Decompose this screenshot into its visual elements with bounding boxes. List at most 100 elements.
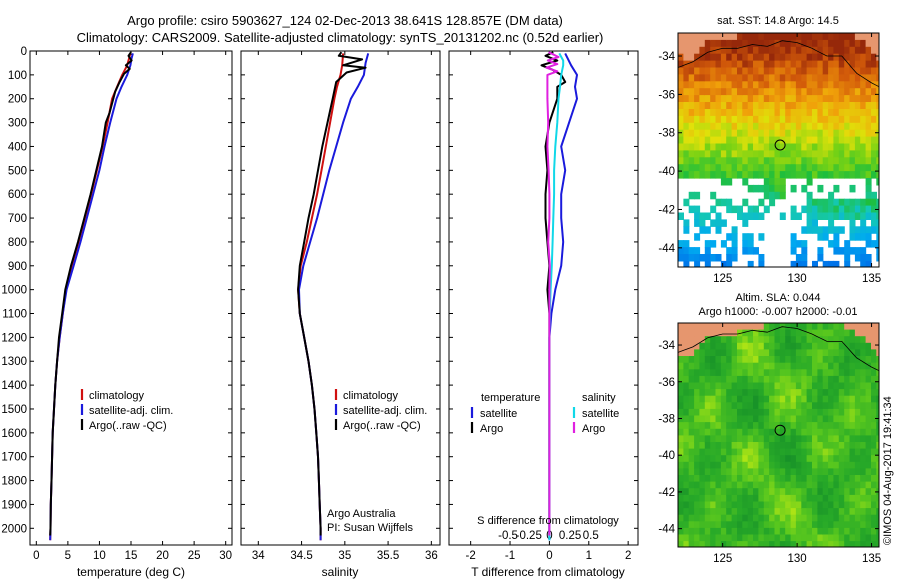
map-grid-cell [844, 46, 851, 55]
map-grid-cell [694, 342, 701, 350]
map-grid-cell [758, 501, 765, 509]
map-grid-cell [683, 150, 690, 158]
map-grid-cell [715, 136, 722, 145]
map-grid-cell [779, 521, 786, 529]
map-grid-cell [758, 508, 765, 516]
map-grid-cell [795, 408, 802, 417]
map-grid-cell [822, 369, 829, 377]
map-grid-cell [758, 60, 765, 69]
map-grid-cell [860, 260, 867, 267]
map-grid-cell [876, 514, 879, 522]
map-grid-cell [742, 136, 749, 145]
map-grid-cell [726, 178, 733, 186]
map-grid-cell [806, 143, 813, 151]
map-grid-cell [774, 488, 781, 496]
map-grid-cell [710, 455, 717, 463]
map-grid-cell [753, 46, 759, 55]
map-grid-cell [790, 88, 797, 96]
map-grid-cell [710, 375, 717, 384]
map-grid-cell [865, 402, 872, 410]
map-grid-cell [742, 74, 749, 82]
map-grid-cell [785, 455, 792, 463]
map-grid-cell [688, 541, 695, 547]
map-grid-cell [694, 115, 701, 124]
map-grid-cell [844, 521, 851, 529]
map-grid-cell [860, 74, 867, 82]
map-grid-cell [678, 415, 684, 423]
map-grid-cell [860, 198, 867, 207]
map-grid-cell [828, 129, 835, 138]
map-grid-cell [833, 226, 840, 234]
map-grid-cell [795, 508, 802, 516]
map-grid-cell [769, 521, 776, 529]
map-grid-cell [769, 171, 776, 179]
map-grid-cell [747, 150, 754, 158]
map-grid-cell [758, 442, 765, 450]
map-grid-cell [763, 468, 770, 476]
map-grid-cell [838, 74, 845, 82]
map-grid-cell [790, 408, 797, 417]
map-grid-cell [806, 362, 813, 370]
map-grid-cell [828, 395, 835, 403]
map-grid-cell [715, 143, 722, 151]
map-grid-cell [828, 336, 835, 344]
map-grid-cell [828, 329, 835, 337]
map-grid-cell [876, 382, 879, 390]
map-grid-cell [731, 46, 738, 55]
map-grid-cell [806, 455, 813, 463]
map-grid-cell [678, 109, 684, 117]
map-grid-cell [795, 382, 802, 390]
map-grid-cell [822, 342, 829, 350]
map-grid-cell [715, 336, 722, 344]
map-grid-cell [747, 541, 754, 547]
map-grid-cell [737, 428, 743, 436]
map-grid-cell [844, 356, 851, 364]
map-grid-cell [812, 534, 818, 542]
map-grid-cell [753, 508, 759, 516]
map-grid-cell [876, 375, 879, 384]
map-grid-cell [854, 342, 861, 350]
map-grid-cell [683, 198, 690, 207]
map-grid-cell [828, 219, 835, 227]
map-grid-cell [742, 129, 749, 138]
map-grid-cell [795, 33, 802, 41]
map-grid-cell [806, 514, 813, 522]
map-grid-cell [769, 323, 776, 331]
map-grid-cell [683, 481, 690, 489]
map-grid-cell [806, 95, 813, 103]
map-grid-cell [865, 205, 872, 214]
map-grid-cell [812, 375, 818, 384]
map-grid-cell [849, 164, 856, 172]
map-grid-cell [731, 342, 738, 350]
map-grid-cell [699, 481, 706, 489]
map-grid-cell [828, 541, 835, 547]
map-grid-cell [844, 455, 851, 463]
map-grid-cell [769, 184, 776, 193]
map-grid-cell [838, 514, 845, 522]
map-grid-cell [726, 122, 733, 131]
map-grid-cell [871, 198, 877, 207]
map-grid-cell [817, 88, 824, 96]
map-grid-cell [683, 329, 690, 337]
map-grid-cell [876, 428, 879, 436]
map-grid-cell [817, 461, 824, 469]
map-grid-cell [704, 67, 711, 75]
map-grid-cell [860, 514, 867, 522]
map-grid-cell [833, 109, 840, 117]
map-grid-cell [715, 109, 722, 117]
map-grid-cell [737, 514, 743, 522]
map-grid-cell [785, 349, 792, 357]
map-grid-cell [844, 494, 851, 503]
map-grid-cell [699, 389, 706, 397]
map-grid-cell [865, 508, 872, 516]
map-grid-cell [704, 508, 711, 516]
map-grid-cell [774, 362, 781, 370]
map-grid-cell [678, 349, 684, 357]
map-grid-cell [871, 74, 877, 82]
map-grid-cell [753, 461, 759, 469]
map-grid-cell [865, 240, 872, 248]
map-grid-cell [817, 143, 824, 151]
map-grid-cell [720, 481, 727, 489]
map-grid-cell [876, 74, 879, 82]
map-grid-cell [715, 67, 722, 75]
